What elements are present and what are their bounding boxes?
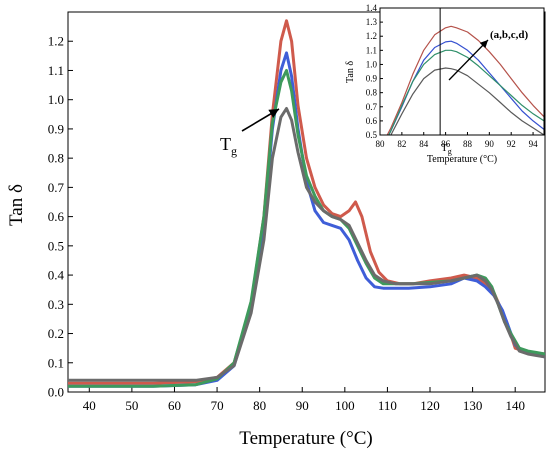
main-y-tick-label-2: 0.2	[48, 326, 64, 341]
main-y-tick-label-6: 0.6	[48, 209, 65, 224]
main-tg-text: T	[220, 134, 231, 154]
inset-series-line-3	[390, 67, 544, 135]
inset-y-tick-label-5: 1.0	[366, 59, 378, 69]
main-x-tick-label-10: 140	[505, 398, 525, 413]
inset-y-tick-label-1: 0.6	[366, 116, 378, 126]
inset-y-tick-label-2: 0.7	[366, 102, 378, 112]
main-y-tick-label-7: 0.7	[48, 180, 65, 195]
inset-x-tick-label-3: 86	[441, 139, 451, 149]
main-x-tick-label-7: 110	[378, 398, 397, 413]
inset-y-tick-label-8: 1.3	[366, 17, 378, 27]
main-y-axis: 0.0 0.1 0.2 0.3 0.4 0.5 0.6 0.7 0.8 0.9 1.0 1.1 1.2	[48, 34, 73, 400]
main-x-tick-label-3: 70	[211, 398, 224, 413]
main-x-tick-label-4: 80	[253, 398, 266, 413]
inset-tg-subscript: g	[448, 147, 452, 156]
main-y-tick-label-4: 0.4	[48, 268, 65, 283]
main-y-tick-label-9: 0.9	[48, 121, 64, 136]
main-x-tick-label-8: 120	[420, 398, 440, 413]
main-y-tick-label-10: 1.0	[48, 92, 64, 107]
inset-background	[380, 8, 544, 135]
main-y-axis-title: Tan δ	[6, 184, 27, 226]
inset-y-tick-label-6: 1.1	[366, 45, 377, 55]
main-y-tick-label-3: 0.3	[48, 297, 64, 312]
main-y-tick-label-12: 1.2	[48, 34, 64, 49]
main-tg-subscript: g	[231, 144, 237, 158]
main-y-tick-label-5: 0.5	[48, 238, 64, 253]
main-y-tick-label-1: 0.1	[48, 355, 64, 370]
main-series-group	[68, 19, 545, 388]
inset-tg-text: T	[441, 142, 448, 154]
main-y-tick-label-8: 0.8	[48, 151, 64, 166]
main-x-tick-label-2: 60	[168, 398, 181, 413]
inset-y-tick-label-3: 0.8	[366, 88, 378, 98]
inset-x-tick-label-4: 88	[463, 139, 473, 149]
inset-y-tick-label-9: 1.4	[366, 3, 378, 13]
main-x-tick-label-1: 50	[125, 398, 138, 413]
inset-tg-label: Tg	[441, 142, 452, 156]
main-x-tick-label-6: 100	[335, 398, 355, 413]
main-x-tick-label-9: 130	[463, 398, 483, 413]
main-plot-frame	[67, 11, 546, 393]
main-y-tick-label-0: 0.0	[48, 385, 64, 400]
inset-x-axis-title: Temperature (°C)	[427, 154, 497, 165]
inset-plot-frame	[379, 7, 545, 136]
inset-x-tick-label-7: 94	[529, 139, 539, 149]
inset-x-tick-label-1: 82	[397, 139, 406, 149]
inset-series-arrow	[448, 39, 489, 81]
inset-y-axis: 0.5 0.6 0.7 0.8 0.9 1.0 1.1 1.2 1.3 1.4	[366, 3, 383, 140]
main-tg-arrow	[241, 108, 280, 132]
inset-series-label: (a,b,c,d)	[490, 29, 529, 41]
inset-y-tick-label-0: 0.5	[366, 130, 378, 140]
main-x-tick-label-5: 90	[296, 398, 309, 413]
inset-y-tick-label-7: 1.2	[366, 31, 377, 41]
inset-x-tick-label-6: 92	[507, 139, 516, 149]
inset-x-tick-label-0: 80	[376, 139, 386, 149]
main-series-line-3	[68, 107, 545, 382]
main-y-tick-label-11: 1.1	[48, 63, 64, 78]
main-tg-label: Tg	[220, 134, 237, 158]
inset-plot: 80 82 84 86 88 90 92 94 0.5 0.6 0.7 0.8 0.9 1.0 1.1 1.…	[345, 3, 545, 165]
inset-y-tick-label-4: 0.9	[366, 74, 378, 84]
main-x-axis-title: Temperature (°C)	[239, 428, 372, 449]
inset-y-axis-title: Tan δ	[345, 61, 356, 83]
main-x-axis: 40 50 60 70 80 90 100 110 120 130 140	[83, 387, 525, 413]
inset-x-tick-label-5: 90	[485, 139, 495, 149]
main-plot: 40 50 60 70 80 90 100 110 120 130 140 0.0 0.1 0.2 0.3…	[6, 11, 546, 449]
main-x-tick-label-0: 40	[83, 398, 96, 413]
inset-x-tick-label-2: 84	[419, 139, 429, 149]
inset-series-line-0	[386, 25, 544, 135]
inset-series-group	[386, 25, 544, 135]
inset-series-line-2	[388, 49, 544, 135]
